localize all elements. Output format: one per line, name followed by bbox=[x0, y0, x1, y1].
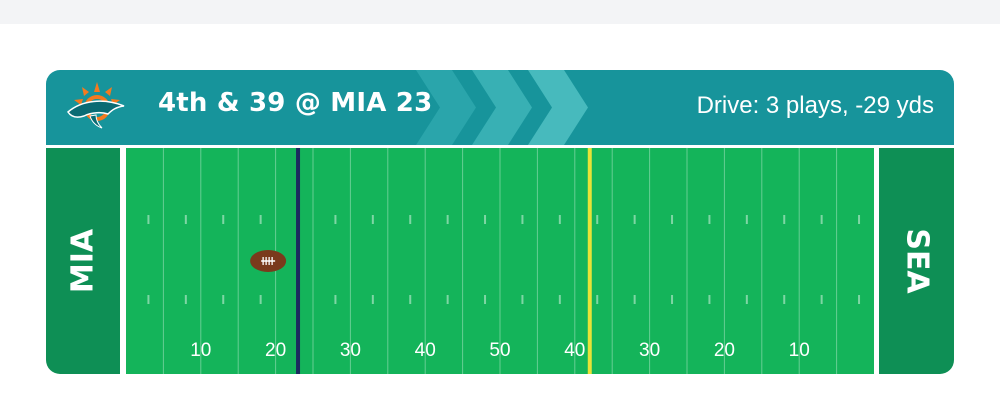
right-endzone: SEA bbox=[879, 148, 954, 374]
yard-number: 20 bbox=[265, 340, 286, 361]
drive-header: 4th & 39 @ MIA 23 Drive: 3 plays, -29 yd… bbox=[46, 70, 954, 145]
hash-mark bbox=[558, 215, 561, 224]
hash-mark bbox=[446, 215, 449, 224]
yard-number: 30 bbox=[340, 340, 361, 361]
hash-mark bbox=[222, 295, 225, 304]
game-tracker-card: 4th & 39 @ MIA 23 Drive: 3 plays, -29 yd… bbox=[46, 70, 954, 374]
hash-mark bbox=[708, 215, 711, 224]
hash-mark bbox=[858, 215, 861, 224]
right-endzone-label: SEA bbox=[899, 228, 934, 294]
hash-mark bbox=[484, 215, 487, 224]
yard-number: 10 bbox=[190, 340, 211, 361]
left-endzone: MIA bbox=[46, 148, 120, 374]
hash-mark bbox=[371, 215, 374, 224]
hash-mark bbox=[371, 295, 374, 304]
field-markings: 10 20 30 40 50 40 30 20 10 bbox=[147, 148, 861, 374]
hash-mark bbox=[820, 215, 823, 224]
hash-mark bbox=[222, 215, 225, 224]
hash-mark bbox=[783, 295, 786, 304]
hash-mark bbox=[858, 295, 861, 304]
hash-mark bbox=[671, 295, 674, 304]
playing-field: 10 20 30 40 50 40 30 20 10 bbox=[126, 148, 874, 374]
hash-mark bbox=[633, 295, 636, 304]
hash-mark bbox=[558, 295, 561, 304]
yard-number: 10 bbox=[789, 340, 810, 361]
hash-mark bbox=[745, 215, 748, 224]
hash-mark bbox=[708, 295, 711, 304]
hash-mark bbox=[521, 215, 524, 224]
hash-mark bbox=[596, 215, 599, 224]
hash-mark bbox=[446, 295, 449, 304]
yard-number: 40 bbox=[564, 340, 585, 361]
hash-mark bbox=[259, 215, 262, 224]
hash-mark bbox=[521, 295, 524, 304]
hash-mark bbox=[184, 295, 187, 304]
hash-mark bbox=[671, 215, 674, 224]
hash-mark bbox=[745, 295, 748, 304]
yard-numbers: 10 20 30 40 50 40 30 20 10 bbox=[190, 340, 810, 361]
yard-number: 40 bbox=[415, 340, 436, 361]
hash-mark bbox=[596, 295, 599, 304]
hash-mark bbox=[334, 295, 337, 304]
hash-mark bbox=[409, 295, 412, 304]
hash-mark bbox=[334, 215, 337, 224]
first-down-line bbox=[587, 148, 592, 374]
hash-mark bbox=[783, 215, 786, 224]
left-endzone-label: MIA bbox=[65, 228, 101, 294]
drive-summary: Drive: 3 plays, -29 yds bbox=[696, 92, 934, 119]
line-of-scrimmage bbox=[296, 148, 301, 374]
hash-mark bbox=[484, 295, 487, 304]
direction-chevrons bbox=[416, 70, 588, 145]
hash-mark bbox=[184, 215, 187, 224]
dolphins-logo bbox=[67, 82, 125, 129]
yard-number: 30 bbox=[639, 340, 660, 361]
hash-mark bbox=[409, 215, 412, 224]
down-and-distance: 4th & 39 @ MIA 23 bbox=[158, 88, 433, 118]
hash-mark bbox=[259, 295, 262, 304]
yard-number: 20 bbox=[714, 340, 735, 361]
top-strip bbox=[0, 0, 1000, 24]
hash-mark bbox=[147, 295, 150, 304]
yard-number: 50 bbox=[489, 340, 510, 361]
hash-mark bbox=[147, 215, 150, 224]
hash-mark bbox=[633, 215, 636, 224]
football-field: MIA 10 20 30 40 50 40 30 20 10 SEA bbox=[46, 145, 954, 374]
football-icon bbox=[250, 250, 287, 272]
hash-mark bbox=[820, 295, 823, 304]
